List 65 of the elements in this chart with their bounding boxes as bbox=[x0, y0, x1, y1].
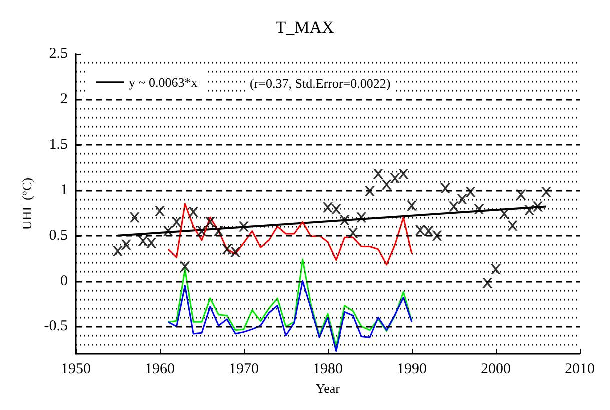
y-tick-label: 2 bbox=[60, 91, 68, 108]
point bbox=[239, 222, 249, 232]
point bbox=[432, 230, 442, 241]
point bbox=[163, 226, 174, 236]
point bbox=[340, 215, 350, 226]
point bbox=[113, 246, 123, 256]
point bbox=[466, 187, 476, 198]
point bbox=[449, 202, 459, 212]
point bbox=[424, 226, 434, 236]
point bbox=[130, 212, 140, 223]
point bbox=[415, 225, 426, 236]
point bbox=[172, 217, 182, 228]
y-tick-label: 0 bbox=[60, 273, 68, 290]
point bbox=[188, 207, 199, 218]
point bbox=[197, 226, 207, 236]
point bbox=[390, 174, 400, 184]
annotation: (r=0.37, Std.Error=0.0022) bbox=[250, 76, 391, 91]
point bbox=[205, 217, 216, 228]
point bbox=[146, 238, 157, 248]
point bbox=[138, 236, 148, 246]
point bbox=[533, 202, 543, 212]
y-tick-label: -0.5 bbox=[44, 318, 68, 335]
y-tick-label: 2.5 bbox=[49, 46, 68, 62]
y-tick-label: 1.5 bbox=[49, 136, 68, 153]
point bbox=[382, 180, 392, 190]
point bbox=[121, 240, 132, 250]
x-tick-label: 2000 bbox=[481, 362, 511, 378]
x-axis-title: Year bbox=[316, 381, 341, 396]
point bbox=[365, 186, 375, 196]
point bbox=[541, 187, 552, 198]
point bbox=[373, 169, 384, 179]
point bbox=[457, 194, 468, 204]
point bbox=[398, 169, 409, 179]
point bbox=[155, 206, 165, 216]
x-tick-label: 1990 bbox=[397, 362, 427, 378]
point bbox=[407, 200, 417, 211]
x-tick-label: 1960 bbox=[145, 362, 175, 378]
point bbox=[499, 209, 510, 219]
point bbox=[222, 244, 232, 254]
line-series bbox=[168, 258, 413, 348]
point bbox=[230, 247, 241, 258]
x-tick-label: 1970 bbox=[229, 362, 259, 378]
point bbox=[180, 262, 190, 272]
point bbox=[348, 228, 358, 238]
y-tick-label: 0.5 bbox=[49, 228, 68, 244]
point bbox=[508, 220, 518, 231]
point bbox=[440, 184, 451, 194]
chart-title: T_MAX bbox=[276, 18, 334, 37]
x-tick-label: 1980 bbox=[313, 362, 343, 378]
x-tick-label: 1950 bbox=[61, 362, 91, 378]
point bbox=[356, 212, 367, 223]
point bbox=[214, 226, 224, 236]
legend-label: y ~ 0.0063*x bbox=[129, 75, 198, 90]
line-series bbox=[168, 280, 413, 352]
point bbox=[474, 204, 484, 214]
line-series bbox=[168, 203, 413, 266]
point bbox=[331, 204, 342, 214]
point bbox=[491, 264, 501, 274]
x-tick-label: 2010 bbox=[565, 362, 595, 378]
y-axis-title: UHI (°C) bbox=[19, 178, 34, 230]
point bbox=[524, 205, 535, 216]
y-tick-label: 1 bbox=[60, 182, 68, 198]
point bbox=[482, 278, 493, 288]
point bbox=[323, 202, 333, 213]
point bbox=[516, 190, 526, 200]
